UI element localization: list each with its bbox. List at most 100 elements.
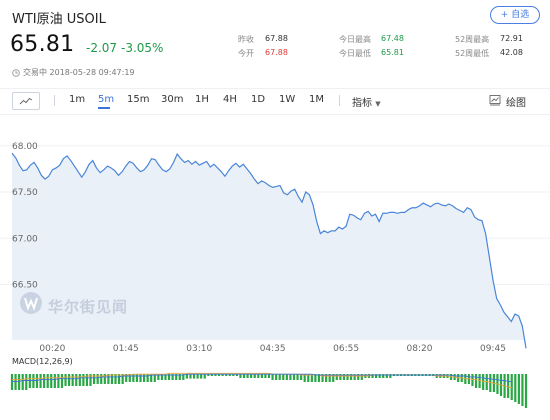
- macd-histogram-bar: [296, 374, 299, 380]
- add-watchlist-button[interactable]: + 自选: [490, 6, 540, 24]
- prev-close-value: 67.88: [265, 34, 288, 43]
- x-tick-label: 01:45: [113, 344, 139, 354]
- macd-histogram-bar: [321, 374, 324, 382]
- open-label: 今开: [238, 49, 254, 58]
- macd-histogram-bar: [146, 374, 149, 382]
- x-tick-label: 09:45: [480, 344, 506, 354]
- tab-timeframe-1h[interactable]: 1H: [195, 94, 209, 105]
- macd-histogram-bar: [342, 374, 346, 380]
- macd-histogram-bar: [82, 374, 85, 386]
- macd-histogram-bar: [353, 374, 356, 380]
- macd-histogram-bar: [93, 374, 96, 384]
- macd-histogram-bar: [71, 374, 74, 386]
- macd-histogram-bar: [171, 374, 174, 380]
- tab-timeframe-4h[interactable]: 4H: [223, 94, 237, 105]
- price-change-percent: -3.05%: [121, 41, 164, 55]
- macd-histogram-bar: [482, 374, 485, 390]
- macd-histogram-bar: [260, 374, 263, 378]
- wk52-high-value: 72.91: [500, 34, 523, 43]
- macd-histogram-bar: [125, 374, 128, 382]
- macd-histogram-bar: [128, 374, 131, 382]
- macd-histogram-bar: [114, 374, 117, 384]
- macd-histogram-bar: [521, 374, 524, 406]
- caret-down-icon: ▼: [375, 100, 381, 108]
- tab-timeframe-15m[interactable]: 15m: [127, 94, 150, 105]
- macd-histogram-bar: [235, 374, 238, 376]
- macd-histogram-bar: [96, 374, 99, 384]
- macd-histogram-bar: [178, 374, 181, 380]
- macd-histogram-bar: [485, 374, 488, 390]
- x-tick-label: 00:20: [39, 344, 65, 354]
- macd-histogram-bar: [271, 374, 274, 380]
- toolbar-separator: [54, 95, 55, 106]
- macd-histogram-bar: [507, 374, 510, 398]
- clock-icon: [12, 69, 20, 77]
- last-price: 65.81: [10, 32, 75, 57]
- x-tick-label: 03:10: [186, 344, 212, 354]
- macd-histogram-bar: [292, 374, 296, 380]
- macd-histogram-bar: [317, 374, 321, 382]
- macd-histogram-bar: [121, 374, 124, 384]
- macd-histogram-bar: [221, 374, 224, 376]
- macd-histogram-bar: [18, 374, 21, 390]
- macd-histogram-bar: [232, 374, 235, 376]
- macd-histogram-bar: [474, 374, 478, 388]
- active-tab-indicator: [98, 107, 110, 109]
- tab-timeframe-30m[interactable]: 30m: [161, 94, 184, 105]
- macd-histogram-bar: [314, 374, 317, 382]
- macd-histogram-bar: [43, 374, 46, 388]
- macd-histogram-bar: [257, 374, 260, 378]
- price-change: -2.07: [86, 41, 118, 55]
- toolbar-divider-top: [0, 88, 550, 89]
- indicator-dropdown[interactable]: 指标 ▼: [352, 94, 381, 109]
- macd-histogram-bar: [10, 374, 14, 390]
- chart-mode-button[interactable]: [12, 92, 40, 110]
- draw-tool-button[interactable]: 绘图: [506, 98, 526, 109]
- price-area: [12, 153, 526, 349]
- watermark-text: 华尔街见闻: [48, 298, 129, 316]
- macd-histogram-bar: [157, 374, 160, 380]
- macd-histogram-bar: [14, 374, 17, 390]
- macd-histogram-bar: [350, 374, 353, 380]
- macd-histogram-bar: [200, 374, 203, 379]
- macd-histogram-bar: [28, 374, 31, 388]
- tab-timeframe-1w[interactable]: 1W: [279, 94, 296, 105]
- macd-histogram-bar: [517, 374, 520, 404]
- toolbar-divider-bottom: [0, 114, 550, 115]
- macd-histogram-bar: [250, 374, 253, 378]
- macd-histogram-bar: [335, 374, 338, 380]
- macd-histogram-bar: [285, 374, 288, 380]
- macd-histogram-bar: [103, 374, 106, 384]
- y-tick-label: 68.00: [12, 142, 38, 152]
- macd-histogram-bar: [35, 374, 39, 388]
- tab-timeframe-1d[interactable]: 1D: [251, 94, 266, 105]
- day-high-label: 今日最高: [339, 35, 371, 44]
- macd-histogram-bar: [203, 374, 206, 379]
- macd-histogram-bar: [303, 374, 306, 382]
- macd-histogram-bar: [110, 374, 114, 384]
- macd-histogram-bar: [357, 374, 360, 380]
- macd-histogram-bar: [210, 374, 213, 376]
- macd-histogram-bar: [89, 374, 92, 386]
- macd-histogram-bar: [489, 374, 492, 392]
- draw-tool-icon[interactable]: [489, 94, 501, 106]
- macd-histogram-bar: [57, 374, 60, 388]
- day-low-value: 65.81: [381, 48, 404, 57]
- macd-histogram-bar: [332, 374, 335, 382]
- tab-timeframe-5m[interactable]: 5m: [98, 94, 115, 105]
- macd-histogram-bar: [182, 374, 185, 380]
- macd-histogram-bar: [374, 374, 378, 378]
- macd-histogram-bar: [246, 374, 249, 378]
- price-chart[interactable]: 68.00 67.50 67.00 66.50 00:20 01:45 03:10 04:3…: [0, 118, 550, 355]
- macd-histogram-bar: [267, 374, 271, 378]
- y-tick-label: 66.50: [12, 281, 38, 291]
- y-tick-label: 67.00: [12, 234, 38, 244]
- macd-histogram-bar: [253, 374, 256, 378]
- macd-histogram-bar: [142, 374, 146, 382]
- macd-histogram-bar: [242, 374, 246, 378]
- macd-histogram-bar: [207, 374, 210, 376]
- indicator-label: 指标: [352, 98, 372, 109]
- macd-histogram-bar: [185, 374, 188, 379]
- tab-timeframe-1m[interactable]: 1m: [69, 94, 86, 105]
- tab-timeframe-1mo[interactable]: 1M: [309, 94, 324, 105]
